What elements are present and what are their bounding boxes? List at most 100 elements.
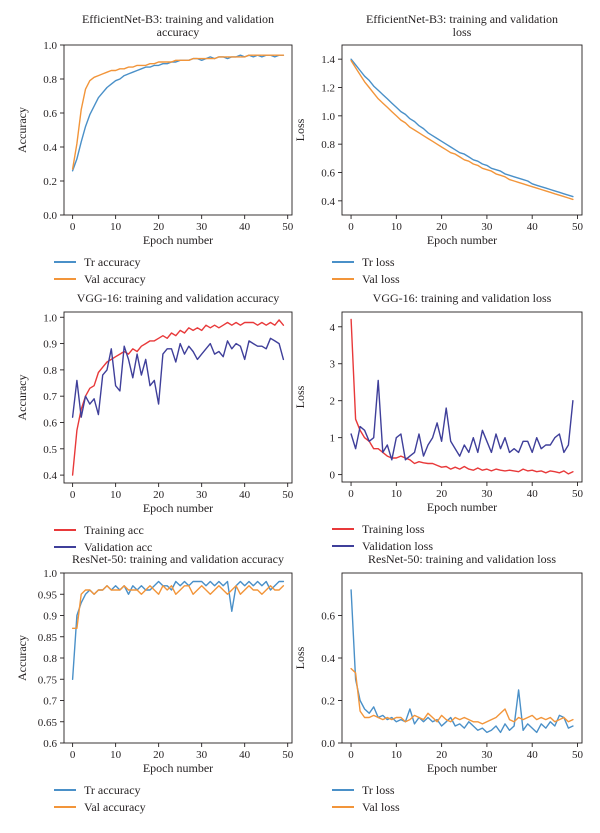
chart-title: loss — [453, 25, 472, 39]
chart-title: ResNet-50: training and validation loss — [368, 552, 556, 566]
chart-panel-5: ResNet-50: training and validation accur… — [15, 552, 294, 814]
y-tick-label: 0.6 — [43, 417, 57, 429]
chart-title: accuracy — [157, 25, 200, 39]
y-tick-label: 0.8 — [321, 139, 335, 151]
x-tick-label: 40 — [239, 749, 251, 761]
y-tick-label: 0.9 — [43, 339, 57, 351]
x-tick-label: 10 — [110, 749, 122, 761]
x-tick-label: 20 — [153, 221, 165, 233]
legend-label: Training acc — [84, 523, 144, 537]
x-tick-label: 50 — [572, 221, 584, 233]
y-tick-label: 0.75 — [38, 674, 58, 686]
series-line-validation-loss — [350, 379, 574, 461]
y-tick-label: 1.0 — [43, 568, 57, 580]
plot-frame — [63, 44, 293, 216]
y-tick-label: 0.5 — [43, 444, 57, 456]
legend-label: Tr accuracy — [84, 783, 141, 797]
y-tick-label: 0.2 — [43, 176, 57, 188]
y-tick-label: 1.0 — [321, 111, 335, 123]
x-tick-label: 50 — [572, 488, 584, 500]
x-tick-label: 50 — [282, 749, 294, 761]
y-tick-label: 0.9 — [43, 611, 57, 623]
x-tick-label: 30 — [481, 221, 493, 233]
y-tick-label: 0.4 — [43, 470, 57, 482]
y-tick-label: 0.65 — [38, 717, 58, 729]
x-tick-label: 20 — [436, 221, 448, 233]
x-tick-label: 40 — [527, 749, 539, 761]
chart-panel-1: EfficientNet-B3: training and validation… — [15, 12, 294, 286]
chart-title: EfficientNet-B3: training and validation — [82, 12, 274, 26]
y-tick-label: 0.6 — [43, 738, 57, 750]
y-tick-label: 0.4 — [321, 653, 335, 665]
series-line-val-loss — [350, 59, 574, 201]
y-axis-label: Accuracy — [15, 375, 29, 421]
y-tick-label: 0.4 — [43, 142, 57, 154]
x-tick-label: 20 — [436, 749, 448, 761]
x-tick-label: 0 — [348, 221, 354, 233]
y-tick-label: 1.4 — [321, 54, 335, 66]
x-tick-label: 40 — [527, 488, 539, 500]
y-tick-label: 0.6 — [321, 168, 335, 180]
x-tick-label: 40 — [239, 489, 251, 501]
legend-label: Validation loss — [362, 539, 433, 553]
y-axis-label: Loss — [293, 385, 307, 408]
y-tick-label: 0.8 — [43, 74, 57, 86]
x-tick-label: 30 — [196, 749, 208, 761]
x-axis-label: Epoch number — [427, 233, 497, 247]
x-tick-label: 30 — [196, 489, 208, 501]
chart-title: VGG-16: training and validation loss — [373, 291, 552, 305]
x-tick-label: 10 — [391, 749, 403, 761]
x-axis-label: Epoch number — [143, 761, 213, 775]
plot-frame — [341, 44, 583, 216]
x-tick-label: 0 — [70, 749, 76, 761]
y-tick-label: 0.8 — [43, 365, 57, 377]
series-line-training-acc — [71, 319, 285, 476]
legend-label: Val accuracy — [84, 272, 146, 286]
x-axis-label: Epoch number — [427, 761, 497, 775]
x-tick-label: 20 — [153, 489, 165, 501]
x-tick-label: 0 — [348, 488, 354, 500]
x-tick-label: 50 — [282, 221, 294, 233]
x-axis-label: Epoch number — [143, 501, 213, 515]
x-tick-label: 50 — [282, 489, 294, 501]
y-axis-label: Loss — [293, 646, 307, 669]
x-tick-label: 0 — [70, 489, 76, 501]
series-line-tr-accuracy — [71, 580, 285, 680]
x-tick-label: 30 — [481, 488, 493, 500]
legend-label: Val loss — [362, 272, 400, 286]
chart-title: VGG-16: training and validation accuracy — [77, 291, 280, 305]
y-tick-label: 4 — [330, 322, 336, 334]
x-tick-label: 10 — [110, 489, 122, 501]
series-line-training-loss — [350, 318, 574, 475]
y-tick-label: 1.2 — [321, 83, 335, 95]
y-tick-label: 1.0 — [43, 312, 57, 324]
series-line-val-accuracy — [71, 54, 285, 170]
y-tick-label: 0.0 — [43, 210, 57, 222]
chart-title: ResNet-50: training and validation accur… — [72, 552, 284, 566]
y-tick-label: 1.0 — [43, 40, 57, 52]
y-tick-label: 0 — [330, 470, 336, 482]
legend-label: Training loss — [362, 522, 425, 536]
x-tick-label: 10 — [110, 221, 122, 233]
x-tick-label: 40 — [527, 221, 539, 233]
plot-frame — [63, 311, 293, 484]
x-tick-label: 0 — [70, 221, 76, 233]
plot-frame — [341, 311, 583, 483]
x-tick-label: 10 — [391, 221, 403, 233]
legend-label: Tr loss — [362, 783, 395, 797]
x-axis-label: Epoch number — [143, 233, 213, 247]
y-tick-label: 0.4 — [321, 196, 335, 208]
y-tick-label: 0.7 — [43, 696, 57, 708]
legend-label: Tr loss — [362, 255, 395, 269]
x-tick-label: 0 — [348, 749, 354, 761]
chart-panel-3: VGG-16: training and validation accuracy… — [15, 291, 294, 554]
y-tick-label: 0.6 — [43, 108, 57, 120]
y-axis-label: Accuracy — [15, 635, 29, 681]
y-tick-label: 0.6 — [321, 611, 335, 623]
x-tick-label: 40 — [239, 221, 251, 233]
x-tick-label: 10 — [391, 488, 403, 500]
legend-label: Validation acc — [84, 540, 152, 554]
x-tick-label: 30 — [481, 749, 493, 761]
y-tick-label: 0.2 — [321, 696, 335, 708]
